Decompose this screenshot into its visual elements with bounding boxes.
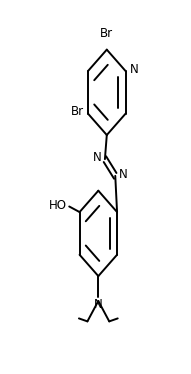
Text: HO: HO xyxy=(49,199,67,212)
Text: Br: Br xyxy=(100,27,113,40)
Text: Br: Br xyxy=(71,105,84,118)
Text: N: N xyxy=(93,151,102,164)
Text: N: N xyxy=(130,62,138,76)
Text: N: N xyxy=(119,168,127,181)
Text: N: N xyxy=(94,298,103,311)
